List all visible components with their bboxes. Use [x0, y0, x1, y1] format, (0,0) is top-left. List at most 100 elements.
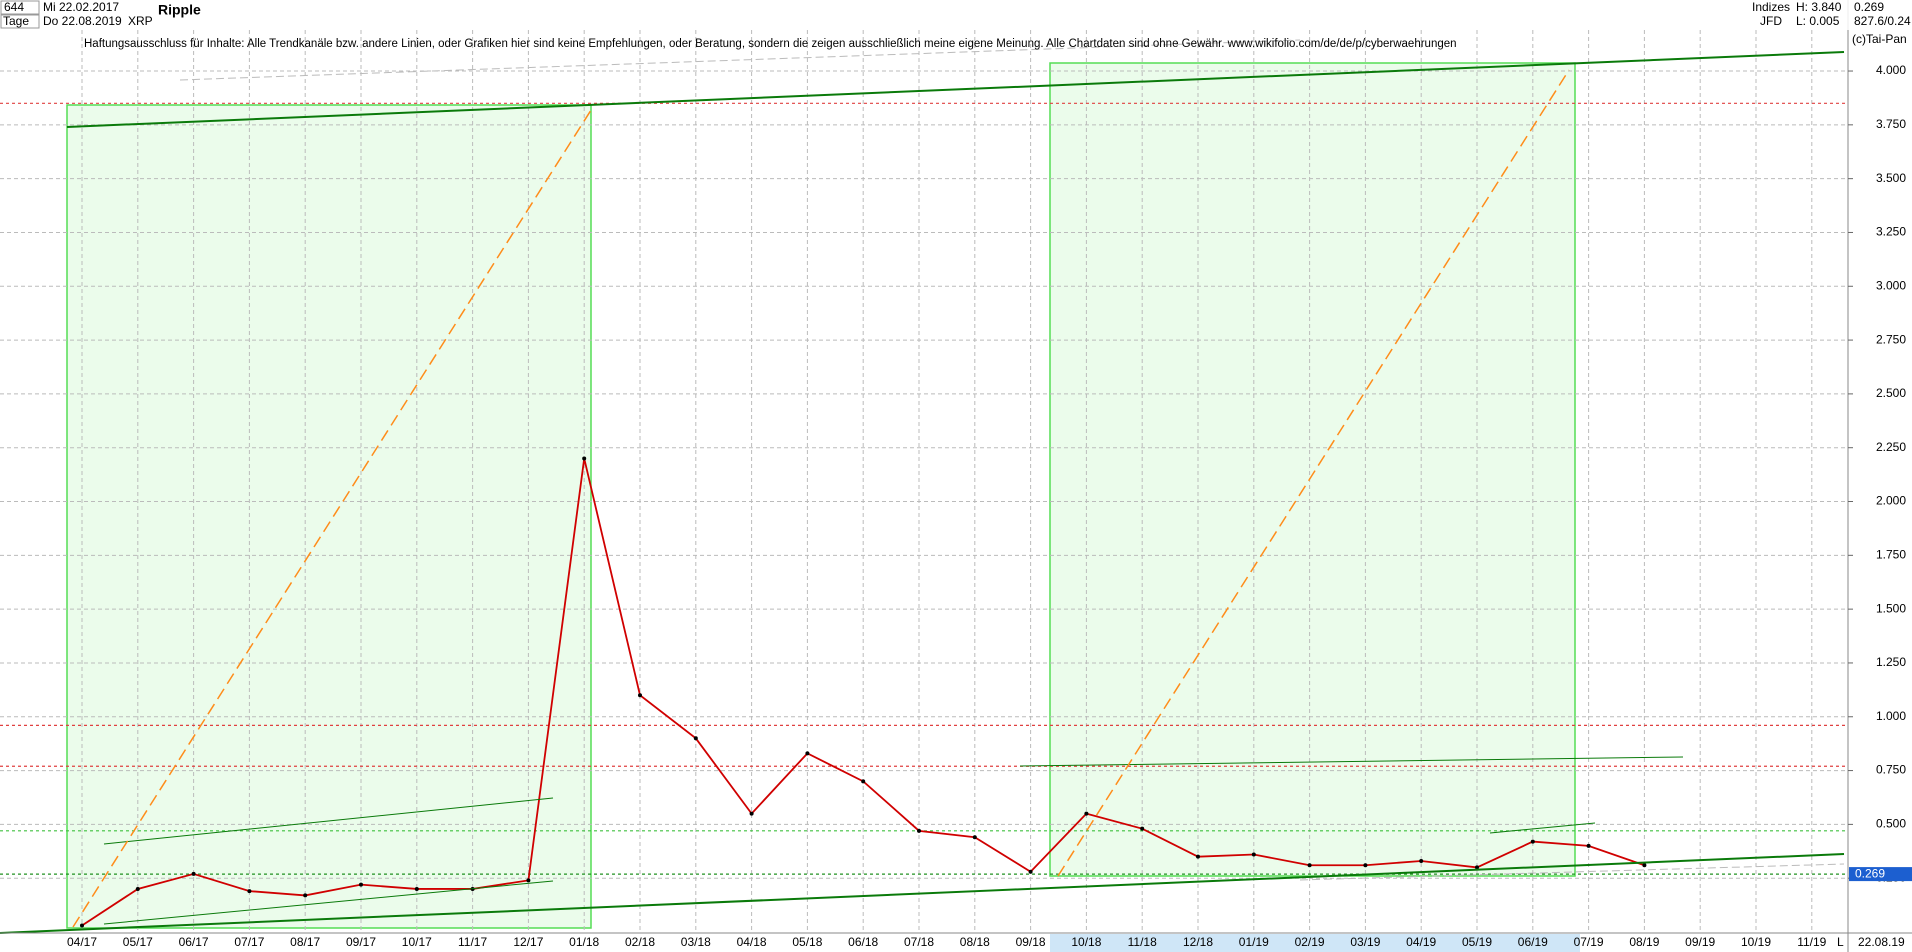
x-tick-label: 10/18: [1071, 935, 1101, 949]
x-tick-label: 07/17: [234, 935, 264, 949]
y-tick-label: 2.750: [1876, 332, 1906, 346]
source: JFD: [1760, 14, 1782, 28]
y-tick-label: 0.500: [1876, 817, 1906, 831]
period-box[interactable]: [0, 14, 40, 29]
diagonal: [1057, 69, 1570, 877]
price-point: [1363, 863, 1368, 868]
x-tick-label: 02/19: [1295, 935, 1325, 949]
marks: [0, 102, 1847, 928]
x-tick-label: 12/18: [1183, 935, 1213, 949]
price-point: [1419, 858, 1424, 863]
count-box[interactable]: [0, 0, 40, 15]
price-point: [1307, 863, 1312, 868]
last-price: 0.269: [1854, 0, 1884, 14]
x-tick-label: 03/19: [1350, 935, 1380, 949]
volume: 827.6/0.24: [1854, 14, 1911, 28]
x-tick-label: 05/17: [123, 935, 153, 949]
x-tick-label: 12/17: [513, 935, 543, 949]
price-point: [582, 456, 587, 461]
channel-box: [66, 104, 592, 929]
trend-line: [103, 880, 554, 925]
group: Indizes: [1752, 0, 1790, 14]
last-price-box: [1849, 867, 1912, 882]
price-point: [1140, 826, 1145, 831]
y-tick-label: 1.250: [1876, 655, 1906, 669]
x-tick-label: 05/18: [792, 935, 822, 949]
x-tick-label: 07/19: [1574, 935, 1604, 949]
trend-line: [179, 39, 1301, 81]
y-tick-label: 2.500: [1876, 386, 1906, 400]
y-tick-label: 3.750: [1876, 117, 1906, 131]
price-point: [1251, 852, 1256, 857]
y-tick-label: 4.000: [1876, 63, 1906, 77]
low: L: 0.005: [1796, 14, 1840, 28]
price-point: [135, 886, 140, 891]
y-tick-label: 1.500: [1876, 601, 1906, 615]
y-tick-label: 1.750: [1876, 547, 1906, 561]
x-tick-label: 04/17: [67, 935, 97, 949]
high: H: 3.840: [1796, 0, 1842, 14]
header: [0, 0, 1912, 30]
y-tick-label: 3.000: [1876, 278, 1906, 292]
x-tick-label: 09/19: [1685, 935, 1715, 949]
copyright: (c)Tai-Pan: [1852, 32, 1907, 46]
x-tick-label: 01/18: [569, 935, 599, 949]
chart-title: Ripple: [158, 2, 201, 18]
x-tick-label: 01/19: [1239, 935, 1269, 949]
price-point: [972, 835, 977, 840]
trend-line: [1299, 863, 1845, 881]
grid: [0, 30, 1847, 932]
date: 22.08.19: [1858, 935, 1905, 949]
y-tick-label: 0.750: [1876, 763, 1906, 777]
trend-line: [1489, 822, 1596, 834]
x-tick-label: 03/18: [681, 935, 711, 949]
y-tick-label: 2.000: [1876, 494, 1906, 508]
x-tick-label: 08/17: [290, 935, 320, 949]
trend-line: [0, 853, 1845, 934]
scale: L: [1837, 935, 1844, 949]
end-date: Do 22.08.2019: [43, 14, 122, 28]
price-point: [805, 751, 810, 756]
x-tick-label: 11/18: [1128, 935, 1157, 949]
trend-line: [1019, 756, 1684, 767]
price-point: [749, 811, 754, 816]
x-axis-highlight: [1050, 934, 1580, 952]
last-price-label: 0.269: [1855, 866, 1885, 880]
x-tick-label: 10/17: [402, 935, 432, 949]
price-point: [414, 886, 419, 891]
trend-line: [66, 51, 1845, 128]
x-tick-label: 06/19: [1518, 935, 1548, 949]
price-point: [359, 882, 363, 887]
price-point: [1028, 869, 1033, 874]
price-point: [526, 878, 531, 883]
y-tick-label: 3.500: [1876, 171, 1906, 185]
price-point: [191, 871, 196, 876]
x-tick-label: 04/19: [1406, 935, 1436, 949]
price-point: [1475, 865, 1479, 870]
x-tick-label: 06/18: [848, 935, 878, 949]
x-tick-label: 08/18: [960, 935, 990, 949]
price-point: [638, 693, 642, 698]
x-tick-label: 04/18: [737, 935, 767, 949]
price-point: [1642, 863, 1647, 868]
price-point: [1196, 854, 1200, 859]
x-tick-label: 11/19: [1797, 935, 1826, 949]
x-tick-label: 11/17: [458, 935, 487, 949]
start-date: Mi 22.02.2017: [43, 0, 119, 14]
price-point: [80, 923, 84, 928]
y-tick-label: 1.000: [1876, 709, 1906, 723]
symbol: XRP: [128, 14, 153, 28]
x-tick-label: 10/19: [1741, 935, 1771, 949]
x-tick-label: 09/18: [1016, 935, 1046, 949]
x-tick-label: 09/17: [346, 935, 376, 949]
x-tick-label: 05/19: [1462, 935, 1492, 949]
x-tick-label: 06/17: [179, 935, 209, 949]
price-point: [1530, 839, 1535, 844]
price-point: [861, 779, 866, 784]
y-tick-label: 3.250: [1876, 225, 1906, 239]
price-point: [1084, 811, 1089, 816]
period: Tage: [3, 14, 29, 28]
price-point: [1586, 843, 1591, 848]
